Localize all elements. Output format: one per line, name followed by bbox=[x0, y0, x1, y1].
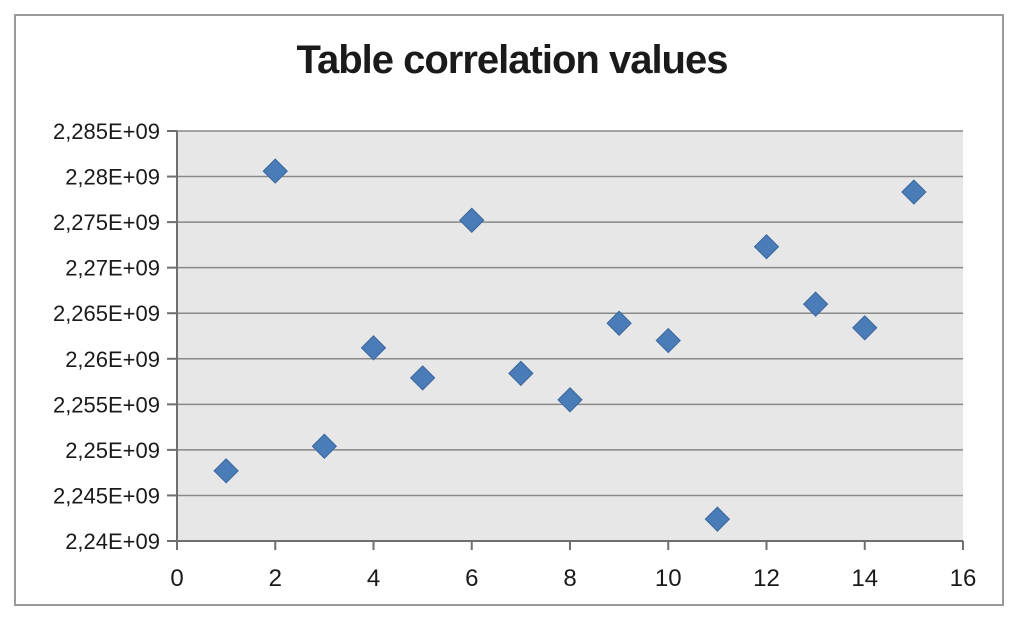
x-tick-label: 4 bbox=[367, 565, 380, 592]
x-tick-label: 2 bbox=[269, 565, 282, 592]
x-tick-label: 12 bbox=[753, 565, 780, 592]
plot-area bbox=[177, 131, 963, 541]
data-point bbox=[409, 365, 436, 391]
y-tick-label: 2,25E+09 bbox=[65, 438, 160, 463]
y-tick-label: 2,265E+09 bbox=[53, 301, 160, 326]
y-tick-label: 2,24E+09 bbox=[65, 529, 160, 554]
y-tick-label: 2,245E+09 bbox=[53, 483, 160, 508]
x-tick-label: 0 bbox=[170, 565, 183, 592]
y-tick-label: 2,285E+09 bbox=[53, 119, 160, 144]
data-point bbox=[459, 207, 485, 233]
y-tick-label: 2,28E+09 bbox=[65, 165, 160, 190]
y-tick-label: 2,27E+09 bbox=[65, 256, 160, 281]
x-tick-label: 10 bbox=[655, 565, 682, 592]
data-point bbox=[508, 360, 534, 387]
data-point bbox=[753, 234, 780, 260]
data-point bbox=[213, 458, 239, 484]
data-point bbox=[360, 335, 387, 361]
x-tick-label: 6 bbox=[465, 565, 478, 592]
data-point bbox=[901, 179, 927, 205]
y-tick-label: 2,26E+09 bbox=[65, 347, 160, 372]
data-point bbox=[704, 506, 731, 532]
x-tick-label: 8 bbox=[563, 565, 576, 592]
x-tick-label: 14 bbox=[851, 565, 878, 592]
data-point bbox=[655, 327, 681, 354]
data-point bbox=[606, 310, 632, 336]
data-point bbox=[802, 291, 829, 317]
data-point bbox=[262, 158, 288, 184]
x-tick-label: 16 bbox=[950, 565, 977, 592]
y-tick-label: 2,255E+09 bbox=[53, 392, 160, 417]
data-point bbox=[311, 433, 338, 459]
data-point bbox=[852, 315, 878, 341]
y-tick-label: 2,275E+09 bbox=[53, 210, 160, 235]
chart-title: Table correlation values bbox=[296, 38, 729, 82]
data-point bbox=[557, 387, 583, 413]
